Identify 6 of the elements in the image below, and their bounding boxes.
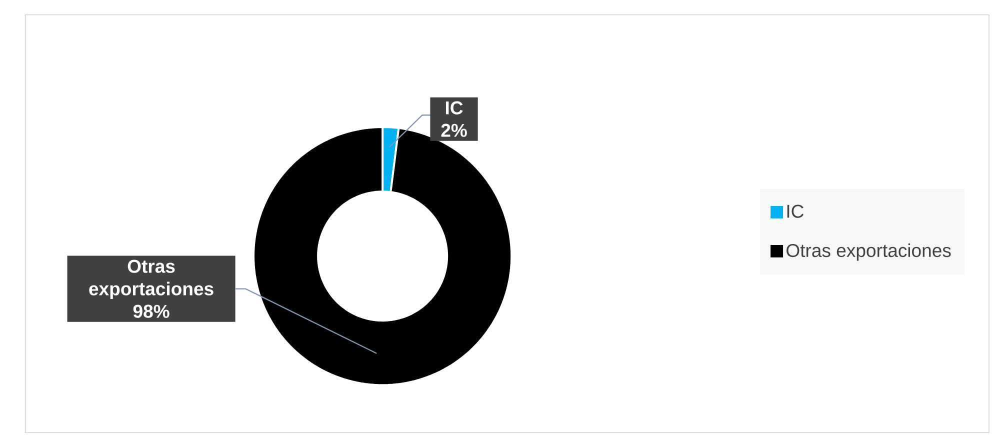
data-label: 2% <box>441 124 467 138</box>
slice-label: IC <box>446 101 463 115</box>
legend-label: IC <box>787 204 804 218</box>
data-label: 98% <box>133 304 170 318</box>
legend-label: Otras exportaciones <box>786 244 951 261</box>
slice-label: Otras exportaciones <box>89 260 214 300</box>
